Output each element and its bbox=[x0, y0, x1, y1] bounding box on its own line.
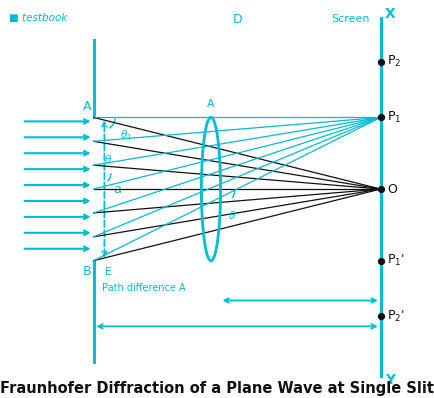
Text: Fraunhofer Diffraction of a Plane Wave at Single Slit: Fraunhofer Diffraction of a Plane Wave a… bbox=[0, 380, 434, 396]
Point bbox=[376, 186, 383, 192]
Text: $\theta_1$: $\theta_1$ bbox=[119, 129, 132, 142]
Text: P$_2$: P$_2$ bbox=[386, 54, 401, 69]
Text: Path difference A: Path difference A bbox=[102, 283, 185, 293]
Text: $\theta$: $\theta$ bbox=[104, 153, 112, 165]
Text: A: A bbox=[207, 100, 214, 109]
Point bbox=[376, 313, 383, 320]
Text: X: X bbox=[384, 7, 395, 21]
Text: $\theta$: $\theta$ bbox=[228, 209, 236, 221]
Text: B: B bbox=[82, 265, 91, 278]
Text: P$_1$': P$_1$' bbox=[386, 253, 404, 268]
Text: P$_2$': P$_2$' bbox=[386, 309, 404, 324]
Text: P$_1$: P$_1$ bbox=[386, 110, 401, 125]
Point bbox=[376, 258, 383, 264]
Text: E: E bbox=[104, 267, 111, 277]
Text: Screen: Screen bbox=[330, 14, 368, 24]
Text: ■ testbook: ■ testbook bbox=[9, 13, 67, 23]
Point bbox=[376, 114, 383, 121]
Text: A: A bbox=[82, 100, 91, 113]
Text: a: a bbox=[113, 183, 121, 195]
Text: Y: Y bbox=[384, 373, 394, 387]
Point bbox=[376, 59, 383, 65]
Text: D: D bbox=[232, 14, 241, 26]
Text: O: O bbox=[386, 183, 396, 195]
